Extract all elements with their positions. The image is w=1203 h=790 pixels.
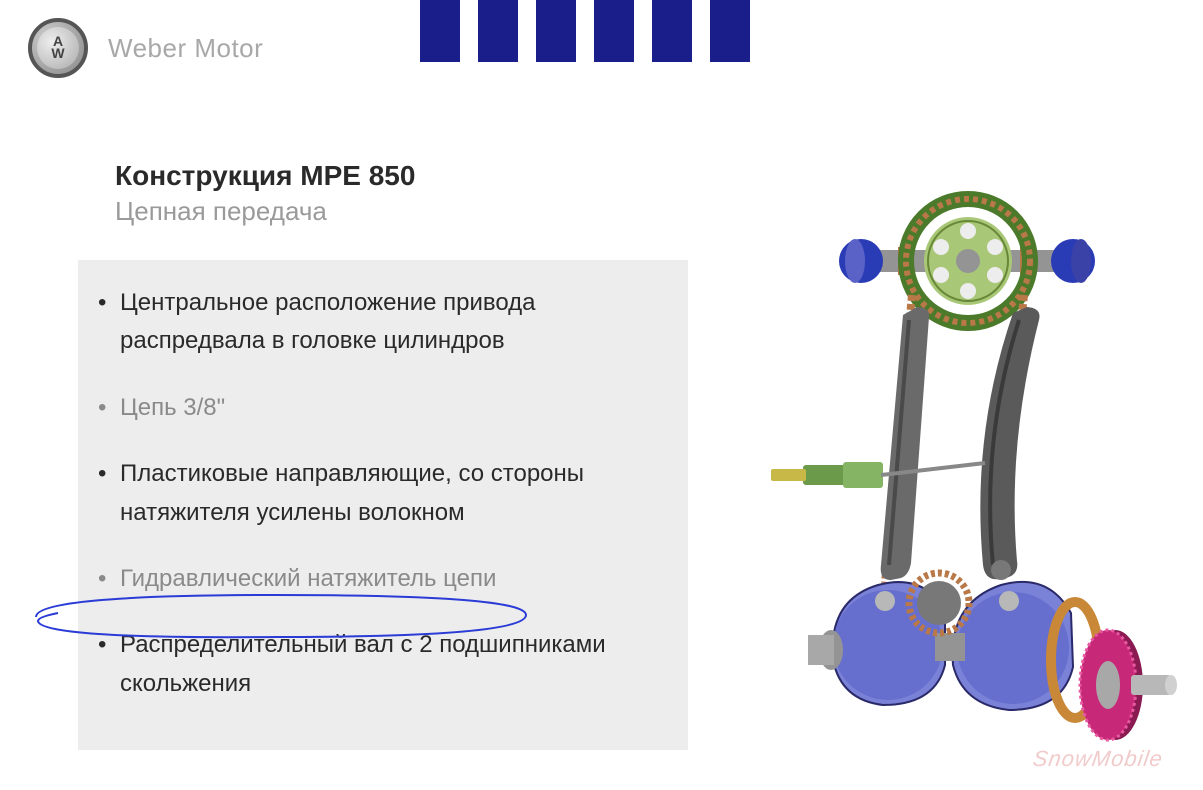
tail-shaft <box>1131 675 1177 695</box>
crank-sprocket <box>909 573 969 633</box>
slide-subtitle: Цепная передача <box>115 196 415 227</box>
top-sprocket <box>906 199 1030 323</box>
logo-letters: A W <box>37 27 79 69</box>
bullet-item: Центральное расположение привода распред… <box>120 284 658 361</box>
content-box: Центральное расположение привода распред… <box>78 260 688 750</box>
bullet-list: Центральное расположение привода распред… <box>120 284 658 703</box>
stripe <box>594 0 634 62</box>
stripe <box>652 0 692 62</box>
guide-right-tensioner <box>980 307 1039 580</box>
slide-title-block: Конструкция MPE 850 Цепная передача <box>115 160 415 227</box>
watermark: SnowMobile <box>1031 746 1164 772</box>
logo-icon: A W <box>28 18 88 78</box>
hydraulic-tensioner <box>771 462 985 488</box>
chain-drive-diagram <box>713 165 1183 775</box>
stripe <box>710 0 750 62</box>
header: A W Weber Motor <box>28 18 263 78</box>
top-stripes <box>420 0 750 62</box>
logo-letter-w: W <box>51 48 64 60</box>
stripe <box>420 0 460 62</box>
bullet-item: Цепь 3/8" <box>120 389 658 427</box>
guide-left <box>881 307 929 580</box>
stripe <box>536 0 576 62</box>
bullet-item: Пластиковые направляющие, со стороны нат… <box>120 455 658 532</box>
brand-name: Weber Motor <box>108 33 263 64</box>
stripe <box>478 0 518 62</box>
bullet-item: Распределительный вал с 2 подшипниками с… <box>120 626 658 703</box>
diagram-svg <box>713 165 1183 775</box>
bullet-item: Гидравлический натяжитель цепи <box>120 560 658 598</box>
slide-title: Конструкция MPE 850 <box>115 160 415 192</box>
